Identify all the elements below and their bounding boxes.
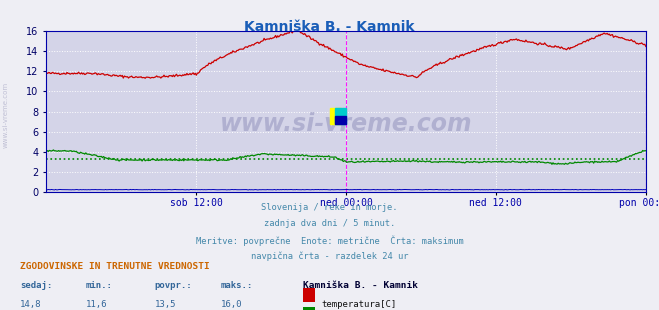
Text: maks.:: maks.:: [221, 281, 253, 290]
Text: Kamniška B. - Kamnik: Kamniška B. - Kamnik: [303, 281, 418, 290]
Text: 13,5: 13,5: [155, 300, 177, 309]
Text: 14,8: 14,8: [20, 300, 42, 309]
Text: Meritve: povprečne  Enote: metrične  Črta: maksimum: Meritve: povprečne Enote: metrične Črta:…: [196, 235, 463, 246]
Text: povpr.:: povpr.:: [155, 281, 192, 290]
Text: temperatura[C]: temperatura[C]: [322, 300, 397, 309]
Text: zadnja dva dni / 5 minut.: zadnja dva dni / 5 minut.: [264, 219, 395, 228]
Text: ZGODOVINSKE IN TRENUTNE VREDNOSTI: ZGODOVINSKE IN TRENUTNE VREDNOSTI: [20, 262, 210, 271]
Text: sedaj:: sedaj:: [20, 281, 52, 290]
Text: www.si-vreme.com: www.si-vreme.com: [219, 113, 473, 136]
Text: 11,6: 11,6: [86, 300, 107, 309]
Text: 16,0: 16,0: [221, 300, 243, 309]
Bar: [330, 108, 341, 124]
Text: www.si-vreme.com: www.si-vreme.com: [2, 82, 9, 148]
Bar: [335, 116, 346, 124]
Text: Slovenija / reke in morje.: Slovenija / reke in morje.: [261, 203, 398, 212]
Text: min.:: min.:: [86, 281, 113, 290]
Text: Kamniška B. - Kamnik: Kamniška B. - Kamnik: [244, 20, 415, 34]
Text: navpična črta - razdelek 24 ur: navpična črta - razdelek 24 ur: [251, 251, 408, 261]
Bar: [335, 108, 346, 124]
